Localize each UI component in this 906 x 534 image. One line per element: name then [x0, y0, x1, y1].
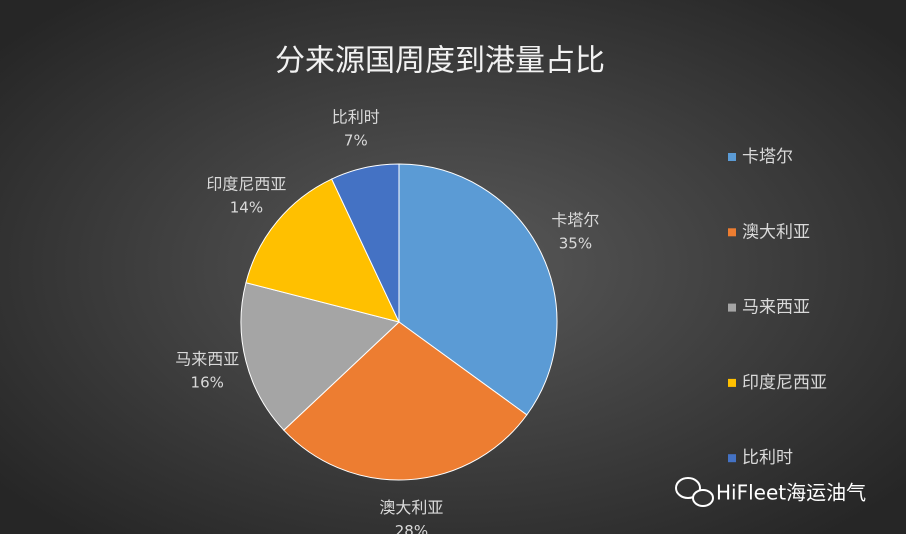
- data-label: 16%: [191, 374, 224, 392]
- pie-slice: [398, 163, 558, 416]
- legend-label: 比利时: [742, 448, 793, 468]
- legend-swatch: [728, 454, 736, 463]
- data-label-name: 比利时: [332, 107, 380, 126]
- legend-label: 马来西亚: [742, 298, 810, 318]
- legend-swatch: [728, 228, 736, 237]
- chart-title: 分来源国周度到港量占比: [275, 44, 605, 79]
- data-label-name: 卡塔尔: [551, 211, 599, 230]
- legend-swatch: [728, 378, 736, 387]
- watermark: HiFleet海运油气: [675, 477, 866, 507]
- legend-label: 印度尼西亚: [742, 373, 827, 393]
- data-label: 28%: [395, 522, 428, 534]
- legend-label: 卡塔尔: [742, 147, 793, 167]
- watermark-text: HiFleet海运油气: [716, 481, 866, 505]
- data-label: 7%: [344, 131, 368, 149]
- watermark-icon: [675, 477, 701, 499]
- watermark-icon: [692, 489, 714, 507]
- pie-slice: [283, 321, 528, 481]
- data-label: 14%: [230, 198, 263, 216]
- pie-slice: [240, 282, 401, 431]
- legend-swatch: [728, 153, 736, 161]
- legend-swatch: [728, 303, 736, 312]
- legend-label: 澳大利亚: [742, 222, 810, 242]
- pie-slice: [331, 163, 400, 323]
- data-label-name: 马来西亚: [175, 350, 239, 369]
- data-label-name: 印度尼西亚: [206, 174, 286, 193]
- data-label-name: 澳大利亚: [379, 498, 443, 517]
- pie-slice: [245, 178, 400, 323]
- data-label: 35%: [559, 235, 592, 253]
